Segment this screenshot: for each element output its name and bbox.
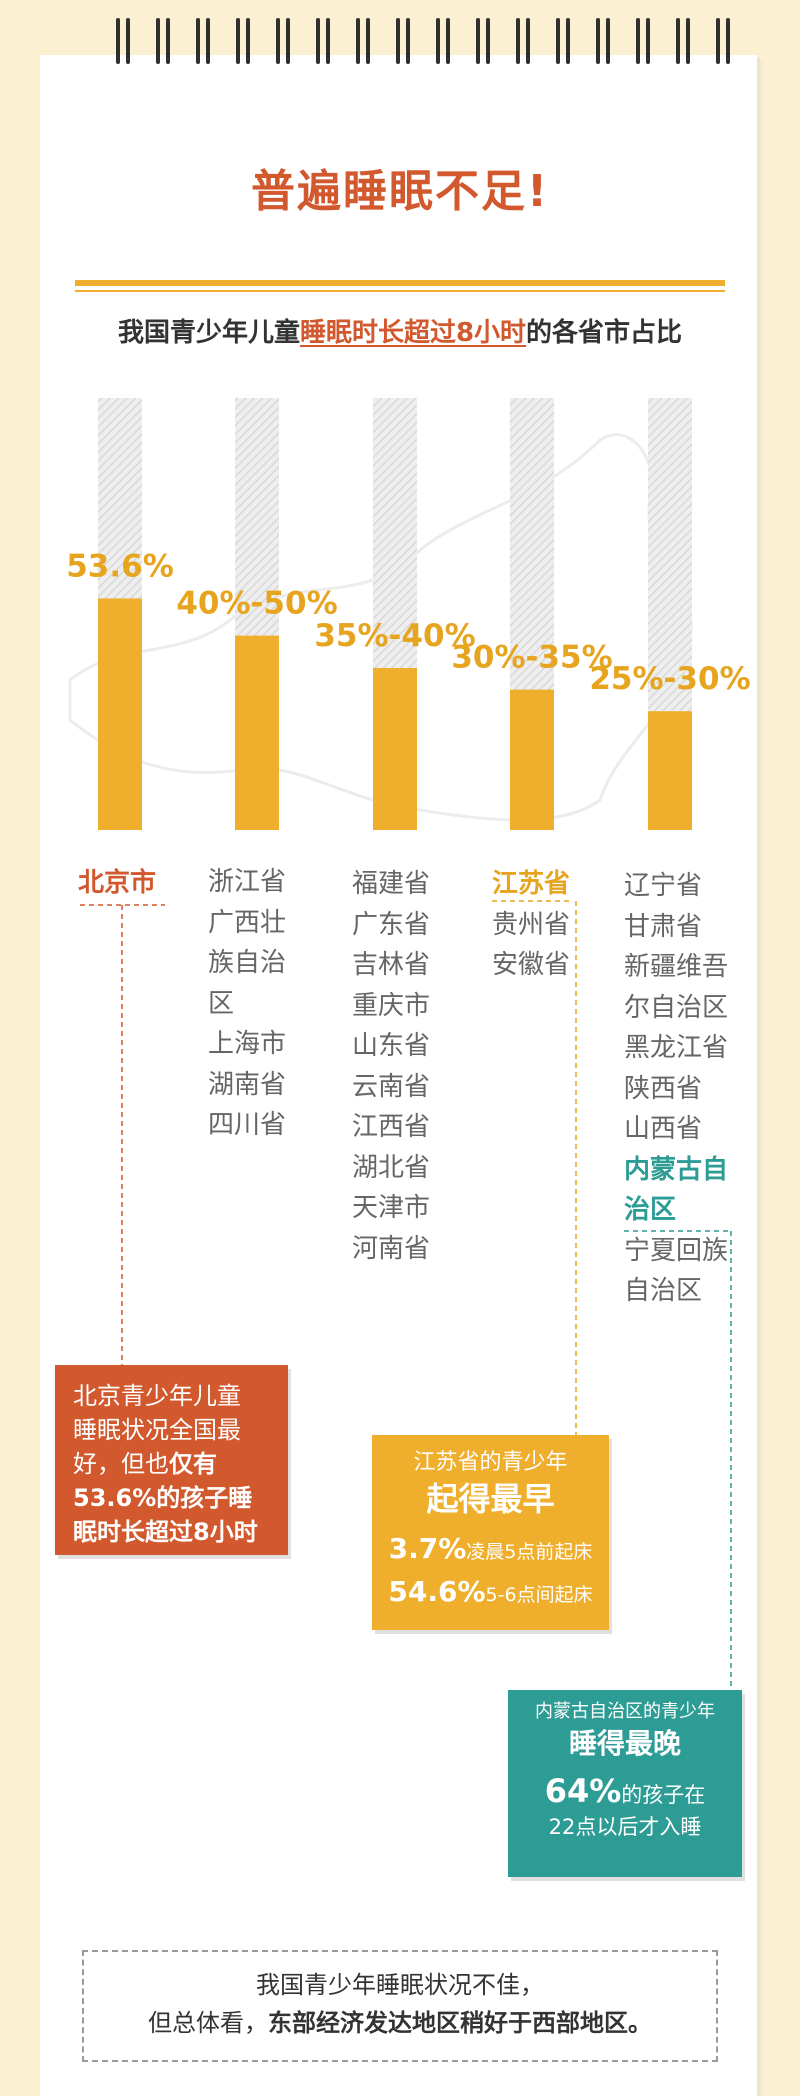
beijing-callout-bold3: 眠时长超过8小时 xyxy=(73,1518,258,1546)
province-name: 福建省 xyxy=(352,869,431,899)
bar-value-label: 53.6% xyxy=(66,548,174,584)
bar-value-label: 40%-50% xyxy=(176,586,337,622)
neimenggu-callout-heading: 睡得最晚 xyxy=(568,1727,681,1760)
jiangsu-callout-line1: 江苏省的青少年 xyxy=(413,1450,568,1475)
beijing-callout-line1: 北京青少年儿童 xyxy=(73,1382,241,1410)
province-name: 上海市 xyxy=(208,1029,287,1059)
province-name: 广东省 xyxy=(352,909,431,940)
beijing-callout-line5: 眠时长超过8小时 xyxy=(73,1515,270,1549)
province-name: 贵州省 xyxy=(492,909,571,940)
neimenggu-callout: 内蒙古自治区的青少年 睡得最晚 64%的孩子在 22点以后才入睡 xyxy=(508,1690,742,1877)
province-name: 尔自治区 xyxy=(624,992,729,1023)
province-name: 山东省 xyxy=(352,1031,431,1061)
bar-value-label: 35%-40% xyxy=(314,618,475,654)
province-list-2: 浙江省 广西壮 族自治 区 上海市 湖南省 四川省 xyxy=(208,862,286,1146)
province-name: 浙江省 xyxy=(208,867,287,897)
title-divider-thin xyxy=(75,290,725,292)
jiangsu-stat-2-text: 5-6点间起床 xyxy=(485,1584,593,1606)
page-title: 普遍睡眠不足! xyxy=(250,166,550,217)
beijing-callout-line2: 睡眠状况全国最 xyxy=(73,1416,241,1444)
province-name: 山西省 xyxy=(624,1114,703,1144)
beijing-callout: 北京青少年儿童 睡眠状况全国最 好，但也仅有 53.6%的孩子睡 眠时长超过8小… xyxy=(55,1365,288,1555)
bar xyxy=(373,668,417,830)
jiangsu-stat-row-2: 54.6%5-6点间起床 xyxy=(372,1572,609,1615)
beijing-callout-line4: 53.6%的孩子睡 xyxy=(73,1481,270,1515)
neimenggu-stat-row: 64%的孩子在 xyxy=(508,1774,742,1812)
bar xyxy=(510,689,554,830)
chart-title: 我国青少年儿童睡眠时长超过8小时的各省市占比 xyxy=(0,312,800,349)
neimenggu-callout-line3: 22点以后才入睡 xyxy=(548,1815,702,1839)
province-name: 江西省 xyxy=(352,1112,431,1142)
bar-chart: 53.6%40%-50%35%-40%30%-35%25%-30% xyxy=(66,398,751,830)
chart-title-part2: 的各省市占比 xyxy=(526,318,683,348)
province-name: 辽宁省 xyxy=(624,871,703,901)
beijing-callout-text: 好，但也 xyxy=(73,1450,169,1478)
province-name: 云南省 xyxy=(352,1071,431,1102)
province-name: 区 xyxy=(208,988,235,1019)
beijing-callout-line3: 好，但也仅有 xyxy=(73,1447,270,1481)
province-name: 陕西省 xyxy=(624,1073,703,1104)
province-name: 新疆维吾 xyxy=(624,952,729,982)
province-list-5: 辽宁省 甘肃省 新疆维吾 尔自治区 黑龙江省 陕西省 山西省 内蒙古自 治区 宁… xyxy=(624,866,728,1312)
beijing-callout-bold2: 53.6%的孩子睡 xyxy=(73,1484,253,1512)
summary-note: 我国青少年睡眠状况不佳， 但总体看，东部经济发达地区稍好于西部地区。 xyxy=(82,1950,718,2062)
province-list-1: 北京市 xyxy=(78,863,156,904)
bar xyxy=(235,635,279,830)
province-list-4: 江苏省 贵州省 安徽省 xyxy=(492,864,570,986)
spiral-binding xyxy=(116,18,730,64)
province-name: 族自治 xyxy=(208,948,287,978)
province-name: 黑龙江省 xyxy=(624,1033,729,1063)
province-name: 治区 xyxy=(624,1195,677,1225)
jiangsu-stat-row-1: 3.7%凌晨5点前起床 xyxy=(372,1529,609,1572)
jiangsu-callout: 江苏省的青少年 起得最早 3.7%凌晨5点前起床 54.6%5-6点间起床 xyxy=(372,1435,609,1630)
province-name: 湖南省 xyxy=(208,1069,287,1100)
province-name: 江苏省 xyxy=(492,869,571,899)
summary-line2-bold: 东部经济发达地区稍好于西部地区。 xyxy=(268,2009,652,2037)
province-name: 吉林省 xyxy=(352,950,431,980)
province-name: 湖北省 xyxy=(352,1152,431,1183)
province-name: 自治区 xyxy=(624,1276,703,1306)
neimenggu-callout-line1: 内蒙古自治区的青少年 xyxy=(535,1701,715,1722)
summary-line2-plain: 但总体看， xyxy=(148,2009,268,2037)
province-name: 甘肃省 xyxy=(624,911,703,942)
bar-value-label: 30%-35% xyxy=(451,640,612,676)
province-name: 四川省 xyxy=(208,1110,287,1140)
bar-value-label: 25%-30% xyxy=(589,661,750,697)
chart-title-highlight: 睡眠时长超过8小时 xyxy=(299,318,527,348)
province-name: 宁夏回族 xyxy=(624,1235,729,1266)
jiangsu-stat-1-text: 凌晨5点前起床 xyxy=(466,1541,593,1563)
chart-title-part1: 我国青少年儿童 xyxy=(117,318,300,348)
jiangsu-stat-2: 54.6% xyxy=(388,1575,486,1608)
bar xyxy=(98,598,142,830)
province-name: 安徽省 xyxy=(492,950,571,980)
province-name: 天津市 xyxy=(352,1193,431,1223)
summary-line1: 我国青少年睡眠状况不佳， xyxy=(256,1971,544,1999)
province-name: 内蒙古自 xyxy=(624,1154,729,1185)
province-list-3: 福建省 广东省 吉林省 重庆市 山东省 云南省 江西省 湖北省 天津市 河南省 xyxy=(352,864,430,1269)
bar xyxy=(648,711,692,830)
province-name: 北京市 xyxy=(78,868,157,898)
province-name: 重庆市 xyxy=(352,990,431,1021)
title-divider xyxy=(75,280,725,286)
summary-line2: 但总体看，东部经济发达地区稍好于西部地区。 xyxy=(84,2004,716,2042)
jiangsu-callout-heading: 起得最早 xyxy=(426,1480,555,1518)
province-name: 广西壮 xyxy=(208,907,287,938)
neimenggu-stat-text: 的孩子在 xyxy=(621,1783,706,1807)
beijing-callout-bold1: 仅有 xyxy=(169,1450,217,1478)
jiangsu-stat-1: 3.7% xyxy=(388,1532,467,1565)
neimenggu-stat: 64% xyxy=(544,1772,622,1810)
province-name: 河南省 xyxy=(352,1233,431,1264)
